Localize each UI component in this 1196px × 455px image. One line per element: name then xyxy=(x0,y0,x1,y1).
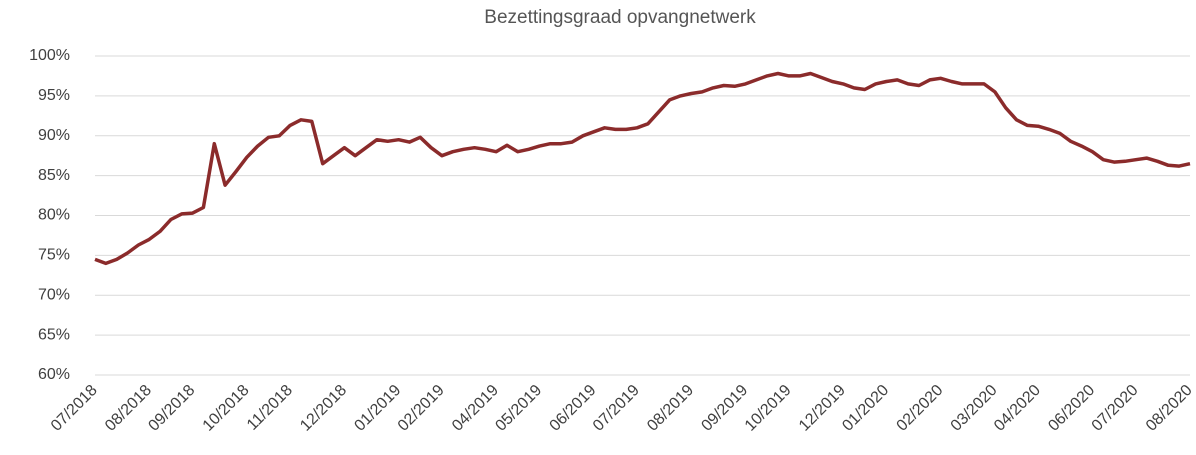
chart-title: Bezettingsgraad opvangnetwerk xyxy=(484,7,756,28)
y-tick-label: 85% xyxy=(38,167,70,184)
x-tick-label: 10/2018 xyxy=(200,382,253,435)
y-tick-label: 65% xyxy=(38,326,70,343)
x-tick-label: 02/2019 xyxy=(395,382,448,435)
x-tick-label: 01/2019 xyxy=(351,382,404,435)
x-tick-label: 07/2019 xyxy=(590,382,643,435)
y-tick-label: 60% xyxy=(38,366,70,383)
x-tick-label: 07/2020 xyxy=(1089,382,1142,435)
x-tick-label: 03/2020 xyxy=(948,382,1001,435)
x-tick-label: 08/2020 xyxy=(1143,382,1196,435)
x-tick-label: 07/2018 xyxy=(48,382,101,435)
x-tick-label: 06/2019 xyxy=(547,382,600,435)
x-tick-label: 05/2019 xyxy=(492,382,545,435)
x-tick-label: 09/2018 xyxy=(145,382,198,435)
y-tick-label: 100% xyxy=(29,47,70,64)
x-tick-label: 08/2019 xyxy=(644,382,697,435)
y-tick-label: 75% xyxy=(38,247,70,264)
x-tick-label: 12/2018 xyxy=(297,382,350,435)
x-tick-label: 11/2018 xyxy=(244,382,296,434)
x-tick-label: 01/2020 xyxy=(839,382,892,435)
y-tick-label: 80% xyxy=(38,207,70,224)
x-tick-label: 06/2020 xyxy=(1045,382,1098,435)
x-tick-label: 12/2019 xyxy=(796,382,849,435)
x-tick-label: 04/2020 xyxy=(991,382,1044,435)
y-tick-label: 90% xyxy=(38,127,70,144)
x-tick-label: 04/2019 xyxy=(449,382,502,435)
x-tick-label: 09/2019 xyxy=(698,382,751,435)
y-tick-label: 95% xyxy=(38,87,70,104)
x-tick-label: 02/2020 xyxy=(894,382,947,435)
line-series xyxy=(94,71,1191,266)
x-tick-label: 08/2018 xyxy=(102,382,155,435)
x-tick-label: 10/2019 xyxy=(742,382,795,435)
y-tick-label: 70% xyxy=(38,286,70,303)
